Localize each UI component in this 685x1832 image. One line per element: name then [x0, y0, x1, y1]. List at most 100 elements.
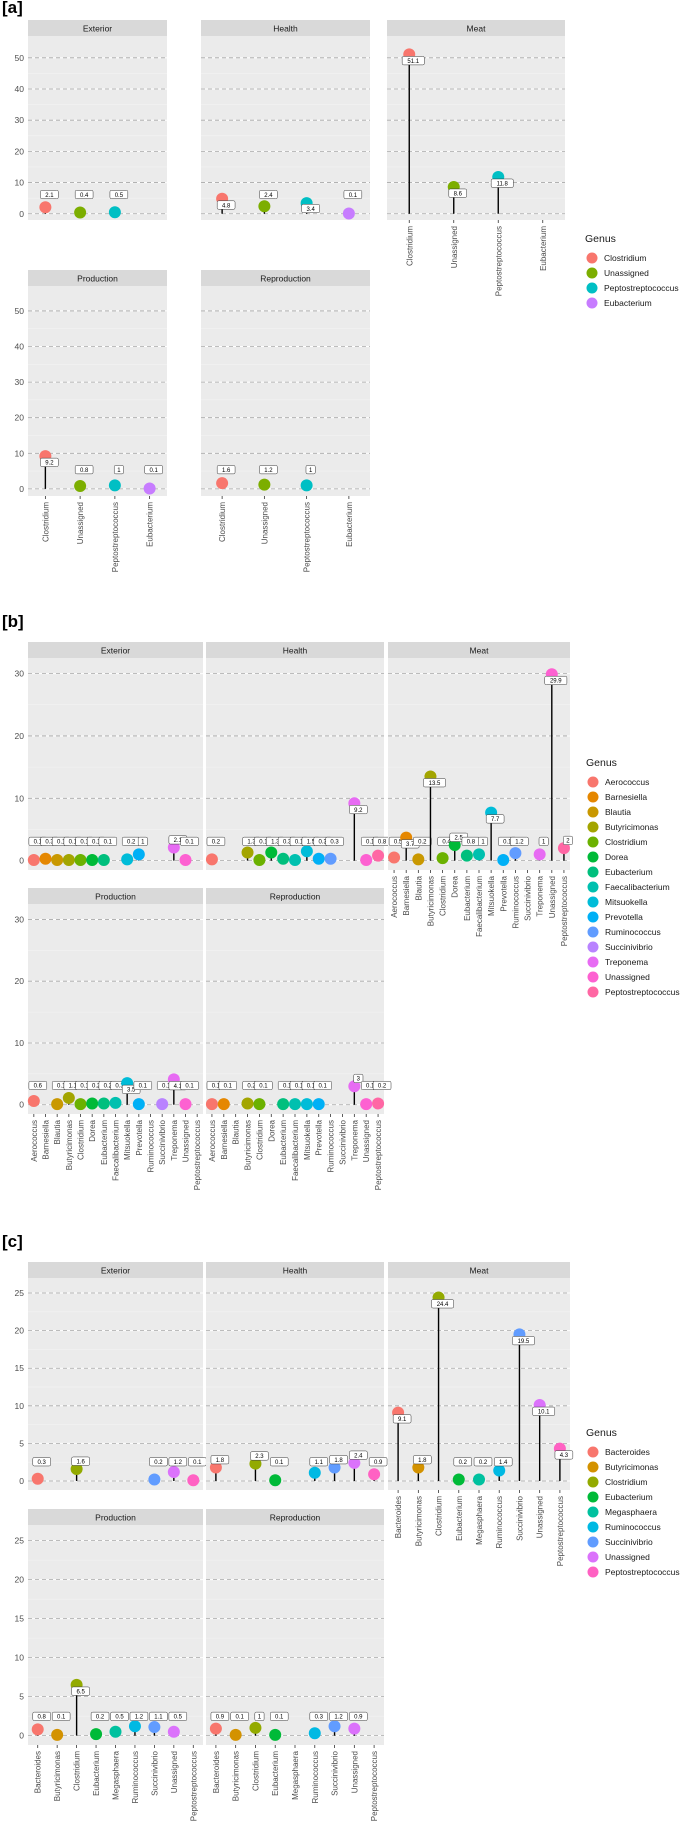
facet-title: Health	[283, 1266, 308, 1276]
value-label: 1.6	[216, 465, 236, 475]
value-label-text: 0.1	[295, 1084, 304, 1090]
value-label-box	[512, 1336, 535, 1346]
value-label-text: 1	[258, 1715, 262, 1721]
lollipop-point	[372, 849, 385, 862]
value-label-box	[490, 178, 514, 188]
value-label: 0.6	[28, 1080, 48, 1090]
value-label-box	[71, 1686, 90, 1696]
value-label-text: 2.5	[455, 836, 464, 842]
lollipop-point	[74, 854, 87, 867]
legend-key	[587, 971, 599, 983]
lollipop-point	[412, 853, 425, 866]
value-label-text: 2	[566, 839, 570, 845]
value-label-box	[218, 1080, 238, 1090]
value-label-box	[510, 836, 529, 846]
lollipop-point	[167, 841, 180, 854]
x-tick-label: Treponema	[170, 1119, 179, 1160]
y-tick-label: 0	[19, 1476, 24, 1486]
lollipop-point	[388, 851, 401, 864]
value-label-text: 0.2	[127, 840, 136, 846]
value-label-text: 0.1	[80, 840, 89, 846]
lollipop-point	[533, 848, 546, 861]
legend-key	[587, 1476, 599, 1488]
value-label-text: 1.5	[307, 840, 316, 846]
x-tick-label: Dorea	[88, 1119, 97, 1141]
facet-production: Production 0 10 20 30 Aerococcus Barnesiella Bl…	[15, 888, 203, 1190]
facet-title: Reproduction	[270, 1513, 321, 1523]
value-label-text: 3.5	[127, 1088, 136, 1094]
value-label-box	[144, 465, 163, 475]
value-label-text: 0.8	[80, 468, 89, 474]
value-label-text: 0.1	[366, 840, 375, 846]
x-tick-label: Succinivibrio	[158, 1119, 167, 1164]
value-label: 0.2	[413, 836, 432, 846]
lollipop-point	[205, 1098, 218, 1111]
x-tick-label: Clostridium	[77, 1120, 86, 1160]
lollipop-point	[39, 852, 52, 865]
y-tick-label: 20	[15, 413, 25, 423]
value-label-text: 1	[481, 840, 485, 846]
value-label-box	[210, 1711, 230, 1721]
value-label-box	[349, 1450, 368, 1460]
value-label-text: 0.5	[394, 840, 403, 846]
value-label-box	[448, 188, 467, 198]
lollipop-point	[167, 1725, 180, 1738]
lollipop-point	[372, 1097, 385, 1110]
y-tick-label: 40	[15, 84, 25, 94]
legend-label: Succinivibrio	[605, 1537, 653, 1547]
x-tick-label: Aerococcus	[30, 1120, 39, 1162]
value-label-text: 0.2	[459, 1460, 468, 1466]
x-tick-label: Eubacterium	[271, 1751, 280, 1796]
facet-exterior: Exterior 0 5 10 15 20 25 0.3 1.6 0.2 1.2 0.1	[15, 1262, 207, 1490]
lollipop-point	[51, 1098, 64, 1111]
value-label: 0.2	[372, 1080, 392, 1090]
value-label-box	[90, 1711, 110, 1721]
lollipop-point	[86, 854, 99, 867]
legend-label: Peptostreptococcus	[605, 987, 680, 997]
value-label: 2.4	[259, 190, 278, 200]
lollipop-point	[209, 1722, 222, 1735]
value-label: 0.1	[343, 190, 363, 200]
value-label: 2.4	[349, 1450, 368, 1460]
facet-strip	[206, 888, 384, 904]
value-label-text: 0.1	[366, 1084, 375, 1090]
lollipop-point	[308, 1466, 321, 1479]
value-label-box	[250, 1451, 269, 1461]
value-label: 13.5	[423, 778, 446, 788]
x-tick-label: Clostridium	[251, 1751, 260, 1791]
lollipop-point	[121, 853, 134, 866]
y-tick-label: 50	[15, 306, 25, 316]
lollipop-point	[27, 1095, 40, 1108]
x-tick-label: Peptostreptococcus	[556, 1496, 565, 1566]
facet-health: Health 4.8 2.4 3.4 0.1	[201, 20, 370, 220]
lollipop-point	[97, 1097, 110, 1110]
facet-strip	[28, 1509, 203, 1525]
y-tick-label: 10	[15, 448, 25, 458]
x-tick-label: Butyricimonas	[426, 876, 435, 926]
x-tick-label: Ruminococcus	[131, 1751, 140, 1803]
facet-strip	[201, 270, 370, 286]
x-tick-label: Peptostreptococcus	[193, 1120, 202, 1190]
legend-key	[587, 1446, 599, 1458]
lollipop-point	[448, 839, 461, 852]
panel-tag: [b]	[2, 612, 24, 631]
value-label-text: 0.2	[96, 1715, 105, 1721]
value-label-text: 0.1	[139, 1084, 148, 1090]
value-label-box	[109, 190, 129, 200]
facet-title: Meat	[467, 24, 487, 34]
value-label: 0.1	[254, 1080, 273, 1090]
lollipop-point	[51, 854, 64, 867]
legend-key	[586, 297, 598, 309]
value-label: 51.1	[401, 56, 425, 66]
legend-key	[586, 282, 598, 294]
facet-title: Production	[77, 274, 118, 284]
value-label: 1.8	[210, 1455, 230, 1465]
lollipop-point	[289, 854, 301, 867]
lollipop-point	[348, 1722, 361, 1735]
x-tick-label: Peptostreptococcus	[374, 1120, 383, 1190]
legend-key	[587, 791, 599, 803]
lollipop-point	[128, 1720, 141, 1733]
value-label-text: 9.2	[354, 808, 363, 814]
lollipop-point	[39, 201, 52, 214]
lollipop-point	[156, 1098, 169, 1111]
